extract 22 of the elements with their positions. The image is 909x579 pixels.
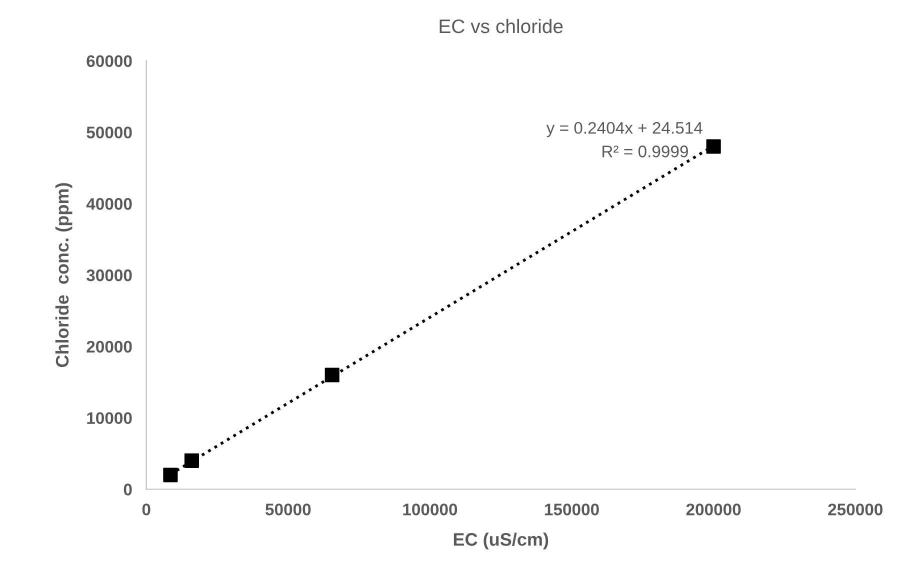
x-axis-title: EC (uS/cm) xyxy=(454,532,548,550)
point xyxy=(184,453,200,468)
y-tick-label: 10000 xyxy=(87,412,132,424)
x-tick-label: 50000 xyxy=(265,504,311,516)
annotation: R² = 0.9999 xyxy=(602,146,688,158)
y-tick-label: 20000 xyxy=(86,340,132,353)
point xyxy=(324,368,340,382)
x-tick-label: 150000 xyxy=(545,504,599,516)
y-tick-label: 40000 xyxy=(86,198,132,210)
annotation: y = 0.2404x + 24.514 xyxy=(546,122,702,138)
y-tick-label: 0 xyxy=(124,484,132,496)
x-tick-label: 250000 xyxy=(828,504,882,516)
chart-title: EC vs chloride xyxy=(440,18,563,34)
y-tick-label: 30000 xyxy=(86,269,132,282)
y-tick-label: 50000 xyxy=(86,126,132,138)
x-tick-label: 200000 xyxy=(686,504,741,516)
point xyxy=(706,139,721,154)
point xyxy=(163,468,178,482)
y-axis-title: Chloride conc. (ppm) xyxy=(55,183,72,368)
x-tick-label: 0 xyxy=(142,504,150,516)
y-tick-label: 60000 xyxy=(86,55,132,67)
x-tick-label: 100000 xyxy=(403,504,458,516)
